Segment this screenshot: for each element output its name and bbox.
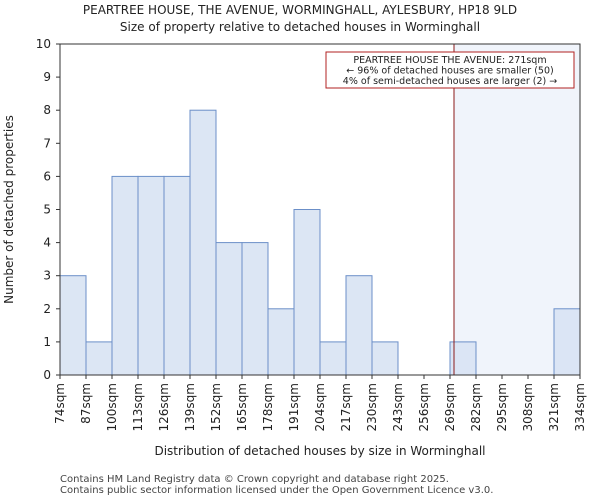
x-tick-label: 113sqm: [131, 383, 145, 431]
chart-subtitle: Size of property relative to detached ho…: [119, 20, 481, 34]
y-axis-label: Number of detached properties: [2, 115, 16, 304]
chart-title: PEARTREE HOUSE, THE AVENUE, WORMINGHALL,…: [82, 3, 518, 17]
x-tick-label: 74sqm: [53, 383, 67, 424]
x-tick-label: 204sqm: [313, 383, 327, 431]
histogram-bar: [85, 341, 113, 376]
y-tick-label: 4: [43, 236, 51, 250]
y-tick-label: 8: [43, 103, 51, 117]
x-tick-label: 256sqm: [417, 383, 431, 431]
x-tick-label: 243sqm: [391, 383, 405, 431]
histogram-bar: [241, 242, 269, 376]
footer-licence: Contains public sector information licen…: [60, 485, 494, 496]
footer-copyright: Contains HM Land Registry data © Crown c…: [60, 474, 449, 485]
x-tick-label: 87sqm: [79, 383, 93, 424]
x-tick-label: 178sqm: [261, 383, 275, 431]
y-tick-label: 5: [43, 203, 51, 217]
histogram-bar: [553, 308, 581, 376]
histogram-bar: [267, 308, 295, 376]
histogram-bar: [163, 175, 191, 376]
x-tick-label: 334sqm: [573, 383, 587, 431]
x-tick-label: 269sqm: [443, 383, 457, 431]
x-tick-label: 295sqm: [495, 383, 509, 431]
x-tick-label: 191sqm: [287, 383, 301, 431]
y-tick-label: 0: [43, 368, 51, 382]
x-tick-label: 165sqm: [235, 383, 249, 431]
histogram-bar: [371, 341, 399, 376]
histogram-bar: [293, 209, 321, 376]
x-axis-label: Distribution of detached houses by size …: [154, 444, 485, 458]
histogram-bar: [215, 242, 243, 376]
x-tick-label: 152sqm: [209, 383, 223, 431]
x-tick-label: 308sqm: [521, 383, 535, 431]
x-tick-label: 100sqm: [105, 383, 119, 431]
annotation-line: ← 96% of detached houses are smaller (50…: [346, 66, 553, 77]
histogram-bar: [189, 109, 217, 376]
annotation-line: 4% of semi-detached houses are larger (2…: [343, 76, 557, 87]
histogram-bar: [59, 275, 87, 376]
y-tick-label: 3: [43, 269, 51, 283]
x-tick-label: 139sqm: [183, 383, 197, 431]
y-tick-label: 6: [43, 169, 51, 183]
y-tick-label: 9: [43, 70, 51, 84]
annotation-line: PEARTREE HOUSE THE AVENUE: 271sqm: [353, 55, 546, 66]
y-tick-label: 7: [43, 136, 51, 150]
y-tick-label: 10: [36, 37, 51, 51]
histogram-bar: [111, 175, 139, 376]
histogram-bar: [345, 275, 373, 376]
x-tick-label: 217sqm: [339, 383, 353, 431]
x-tick-label: 230sqm: [365, 383, 379, 431]
x-tick-label: 282sqm: [469, 383, 483, 431]
y-tick-label: 1: [43, 335, 51, 349]
histogram-bar: [319, 341, 347, 376]
histogram-bar: [137, 175, 165, 376]
x-tick-label: 126sqm: [157, 383, 171, 431]
y-tick-label: 2: [43, 302, 51, 316]
annotation-box: [325, 51, 575, 89]
x-tick-label: 321sqm: [547, 383, 561, 431]
